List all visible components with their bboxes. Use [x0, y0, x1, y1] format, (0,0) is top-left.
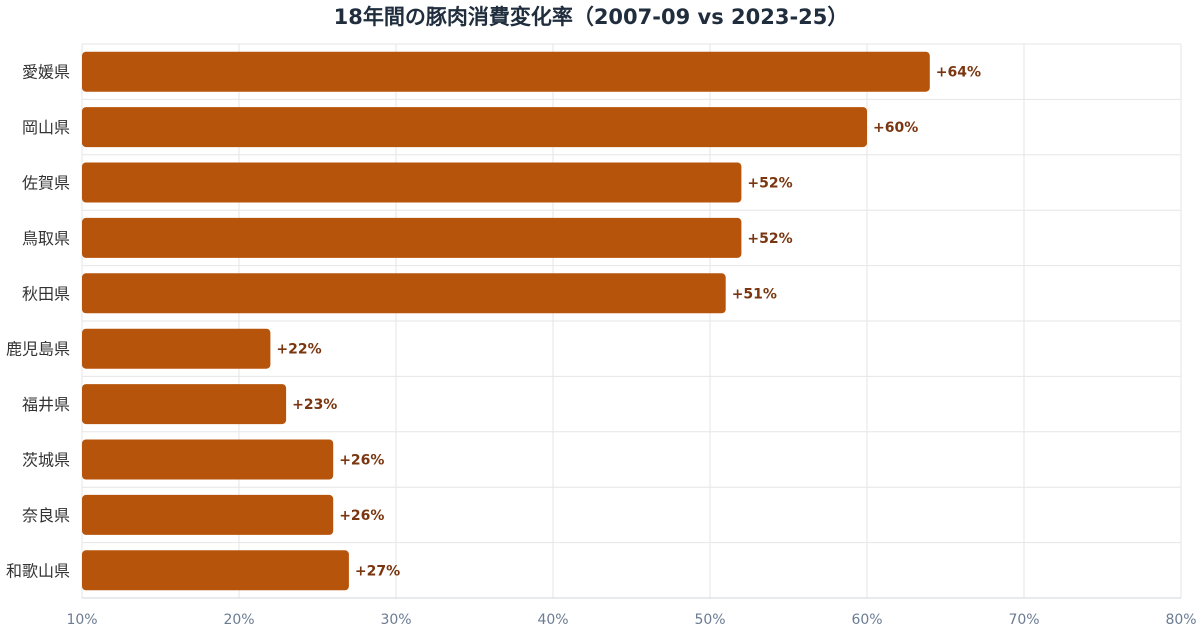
category-label: 茨城県 [22, 451, 70, 470]
category-label: 秋田県 [22, 284, 70, 303]
value-label: +64% [936, 65, 981, 81]
x-tick-label: 80% [1165, 612, 1196, 628]
value-label: +26% [339, 508, 384, 524]
x-tick-label: 40% [537, 612, 568, 628]
value-label: +23% [292, 397, 337, 413]
value-label: +26% [339, 453, 384, 469]
bar [82, 384, 287, 425]
value-label: +52% [747, 231, 792, 247]
category-label: 和歌山県 [6, 561, 70, 580]
category-label: 佐賀県 [22, 174, 70, 193]
bars-layer [82, 51, 930, 591]
category-label: 鹿児島県 [6, 340, 70, 359]
bar [82, 550, 349, 591]
x-tick-label: 70% [1008, 612, 1039, 628]
x-tick-label: 50% [694, 612, 725, 628]
bar [82, 162, 742, 203]
bar [82, 439, 334, 480]
category-label: 愛媛県 [22, 63, 70, 82]
category-label: 福井県 [22, 395, 70, 414]
x-tick-label: 20% [223, 612, 254, 628]
category-label: 鳥取県 [22, 229, 70, 248]
value-label: +52% [747, 176, 792, 192]
value-label: +51% [732, 286, 777, 302]
value-label: +60% [873, 120, 918, 136]
bar [82, 217, 742, 258]
bar [82, 51, 930, 92]
bar [82, 328, 271, 369]
category-label: 岡山県 [22, 118, 70, 137]
labels-layer: 愛媛県 +64% 岡山県 +60% 佐賀県 +52% 鳥取県 +52% 秋田県 +51% 鹿児島県 +… [6, 63, 981, 581]
value-label: +22% [276, 342, 321, 358]
x-axis: 10% 20% 30% 40% 50% 60% 70% 80% [66, 597, 1197, 628]
x-tick-label: 10% [66, 612, 97, 628]
bar [82, 107, 867, 148]
x-tick-label: 30% [380, 612, 411, 628]
category-label: 奈良県 [22, 506, 70, 525]
chart-title: 18年間の豚肉消費変化率（2007-09 vs 2023-25） [334, 5, 849, 29]
value-label: +27% [355, 563, 400, 579]
bar [82, 273, 726, 314]
x-tick-label: 60% [851, 612, 882, 628]
bar [82, 494, 334, 535]
